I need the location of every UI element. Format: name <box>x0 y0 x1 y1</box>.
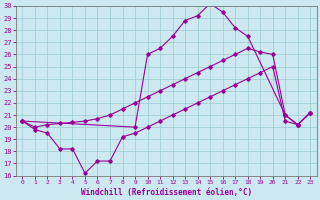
X-axis label: Windchill (Refroidissement éolien,°C): Windchill (Refroidissement éolien,°C) <box>81 188 252 197</box>
